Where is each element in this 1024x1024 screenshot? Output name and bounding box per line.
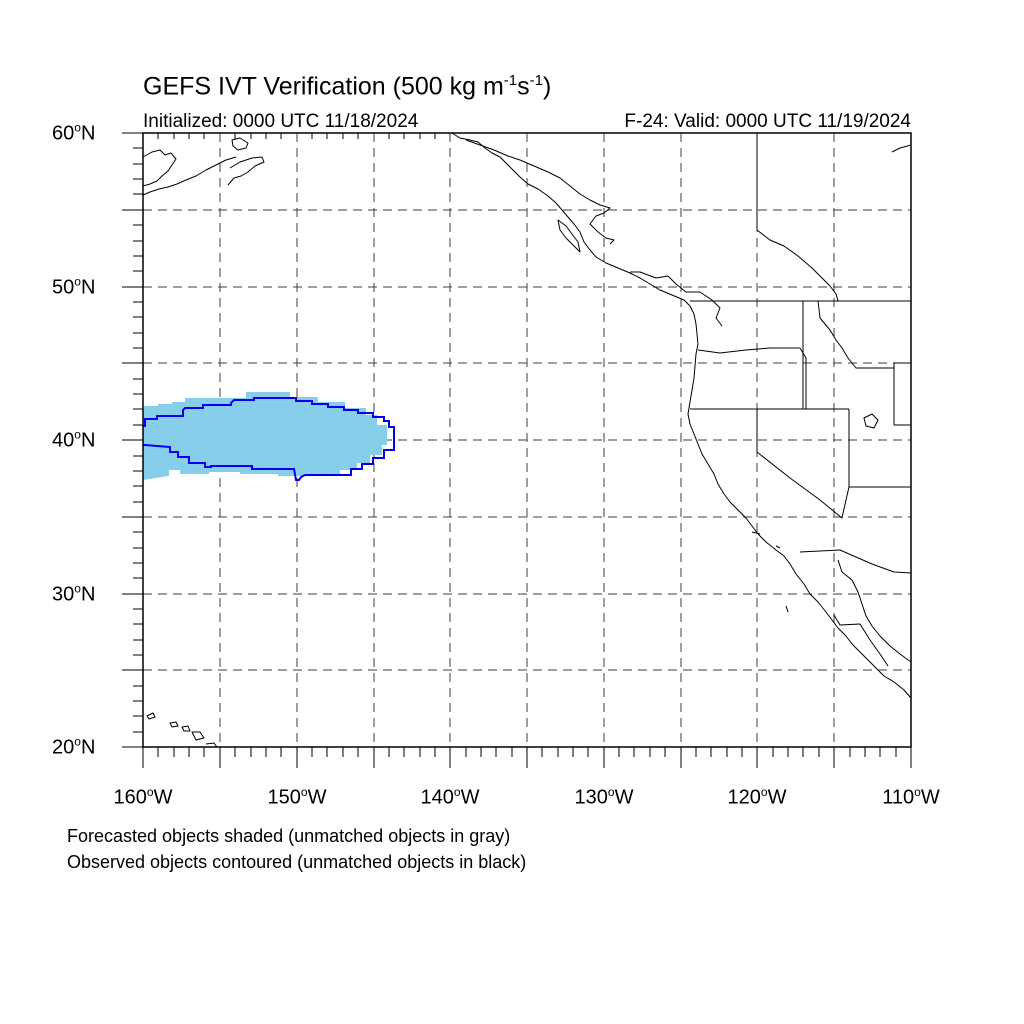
map-title: GEFS IVT Verification (500 kg m-1s-1) bbox=[143, 72, 552, 101]
lat-label-30n: 30oN bbox=[52, 581, 96, 606]
lon-label-130w: 130oW bbox=[574, 785, 634, 809]
observed-object-contour bbox=[143, 397, 395, 481]
coastlines bbox=[142, 132, 912, 748]
initialized-time: Initialized: 0000 UTC 11/18/2024 bbox=[143, 111, 419, 132]
footnote-forecast: Forecasted objects shaded (unmatched obj… bbox=[67, 826, 511, 846]
axis-ticks bbox=[122, 132, 912, 768]
lon-label-140w: 140oW bbox=[420, 785, 480, 809]
lon-label-150w: 150oW bbox=[267, 785, 327, 809]
graticule bbox=[143, 133, 911, 747]
forecast-object-shaded bbox=[143, 392, 387, 480]
footnote-observed: Observed objects contoured (unmatched ob… bbox=[67, 852, 527, 872]
valid-time: F-24: Valid: 0000 UTC 11/19/2024 bbox=[624, 111, 911, 132]
lon-label-120w: 120oW bbox=[727, 785, 787, 809]
lon-label-110w: 110oW bbox=[882, 785, 940, 809]
lat-label-50n: 50oN bbox=[52, 274, 96, 299]
lon-label-160w: 160oW bbox=[113, 785, 173, 809]
lat-label-20n: 20oN bbox=[52, 734, 96, 759]
lat-label-60n: 60oN bbox=[52, 120, 96, 145]
lat-label-40n: 40oN bbox=[52, 427, 96, 452]
